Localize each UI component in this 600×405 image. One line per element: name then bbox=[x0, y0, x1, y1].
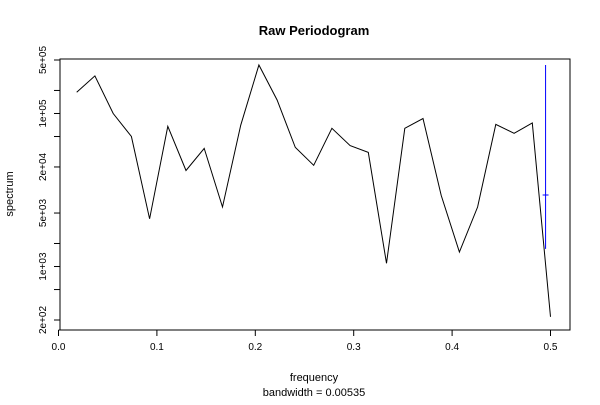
y-axis-label: spectrum bbox=[4, 171, 16, 216]
y-tick-label: 5e+03 bbox=[38, 199, 49, 228]
x-tick-label: 0.0 bbox=[52, 342, 66, 353]
spectrum-line-0 bbox=[77, 65, 551, 317]
x-tick-label: 0.5 bbox=[544, 342, 558, 353]
x-axis-label: frequency bbox=[290, 372, 339, 384]
y-axis: 2e+02 1e+03 5e+03 2e+04 1e+05 5e+05 bbox=[38, 46, 60, 335]
y-tick-label: 1e+03 bbox=[38, 252, 49, 281]
bandwidth-marker bbox=[543, 65, 549, 249]
x-tick-label: 0.4 bbox=[445, 342, 459, 353]
y-tick-label: 2e+02 bbox=[38, 306, 49, 335]
bandwidth-label: bandwidth = 0.00535 bbox=[263, 387, 365, 399]
plot-frame bbox=[60, 59, 570, 330]
x-tick-label: 0.2 bbox=[248, 342, 262, 353]
y-tick-label: 2e+04 bbox=[38, 152, 49, 181]
x-tick-label: 0.1 bbox=[150, 342, 164, 353]
y-tick-label: 1e+05 bbox=[38, 99, 49, 128]
chart-title: Raw Periodogram bbox=[259, 23, 370, 38]
x-tick-label: 0.3 bbox=[347, 342, 361, 353]
y-tick-label: 5e+05 bbox=[38, 46, 49, 75]
x-axis: 0.0 0.1 0.2 0.3 0.4 0.5 bbox=[52, 330, 558, 353]
series-layer bbox=[77, 65, 551, 317]
